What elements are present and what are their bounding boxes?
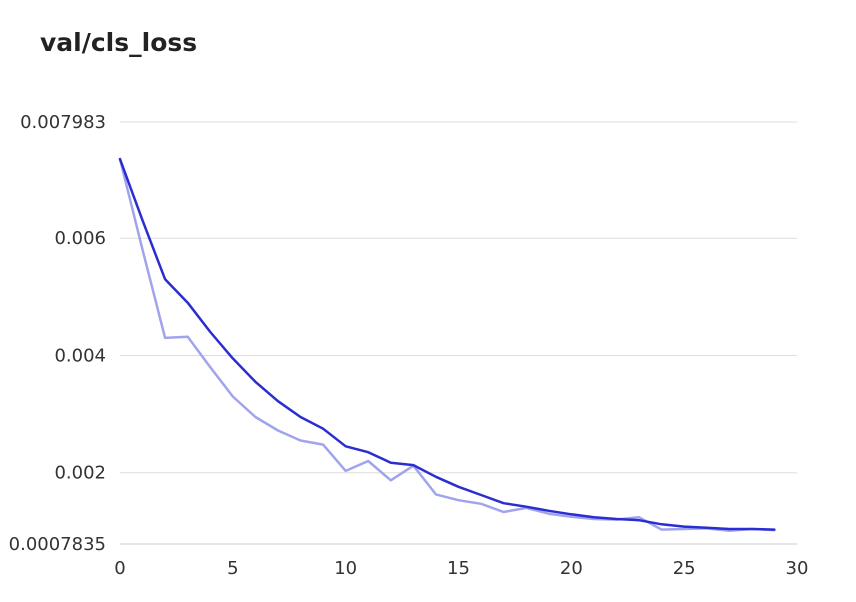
- x-tick-label: 5: [227, 558, 238, 579]
- y-axis-ticks: 0.007983 0.006 0.004 0.002 0.0007835: [9, 112, 106, 555]
- y-tick-label: 0.006: [54, 228, 106, 249]
- y-tick-label: 0.007983: [20, 112, 106, 133]
- x-tick-label: 30: [786, 558, 809, 579]
- series-line-1: [118, 157, 776, 531]
- x-tick-label: 25: [673, 558, 696, 579]
- x-tick-label: 20: [560, 558, 583, 579]
- y-tick-label: 0.0007835: [9, 534, 106, 555]
- x-tick-label: 10: [334, 558, 357, 579]
- series-lines: [118, 157, 776, 532]
- x-tick-label: 15: [447, 558, 470, 579]
- y-tick-label: 0.004: [54, 345, 106, 366]
- x-tick-label: 0: [114, 558, 125, 579]
- grid-lines: [120, 121, 797, 545]
- y-tick-label: 0.002: [54, 463, 106, 484]
- chart-title: val/cls_loss: [40, 28, 198, 57]
- series-line-0: [118, 157, 776, 532]
- x-axis-ticks: 0 5 10 15 20 25 30: [114, 558, 808, 579]
